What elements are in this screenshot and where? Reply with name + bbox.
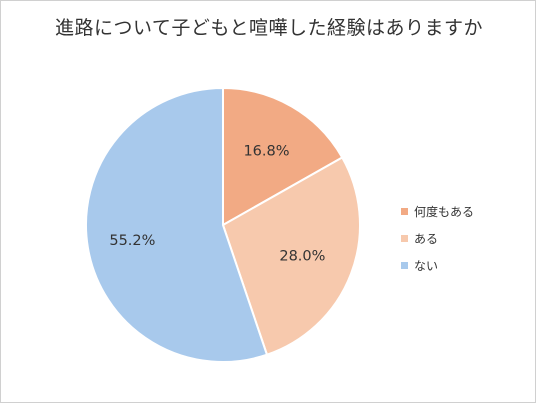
- legend-label: 何度もある: [414, 205, 475, 219]
- legend-swatch: [401, 235, 408, 242]
- legend-swatch: [401, 208, 408, 215]
- legend-label: ない: [414, 259, 439, 273]
- chart-title: 進路について子どもと喧嘩した経験はありますか: [54, 17, 484, 39]
- data-label-1: 16.8%: [243, 143, 289, 159]
- data-label-3: 55.2%: [109, 233, 155, 249]
- legend-item-3: ない: [401, 252, 474, 279]
- legend-item-1: 何度もある: [401, 198, 474, 225]
- legend-item-2: ある: [401, 225, 474, 252]
- pie-slice-2: [221, 156, 361, 357]
- pie-slice-1: [222, 86, 344, 227]
- legend: 何度もある ある ない: [401, 198, 474, 279]
- data-label-2: 28.0%: [279, 248, 325, 264]
- pie-slice-3: [85, 86, 269, 363]
- legend-swatch: [401, 262, 408, 269]
- legend-label: ある: [414, 232, 439, 246]
